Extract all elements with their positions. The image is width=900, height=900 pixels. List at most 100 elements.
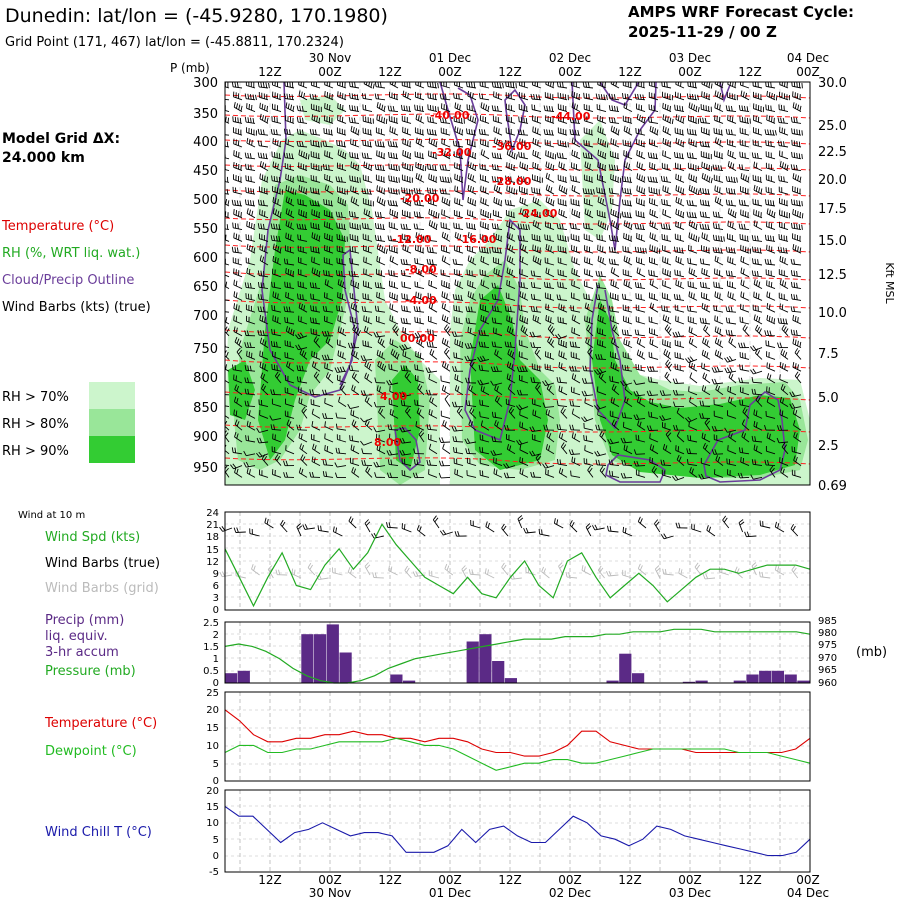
wind-barb	[688, 267, 698, 278]
wind-barb	[401, 174, 413, 183]
wind-barb	[571, 256, 581, 266]
wind-barb	[518, 351, 529, 360]
wind-barb	[506, 243, 516, 254]
wind-barb	[519, 138, 529, 148]
wind-barb	[556, 152, 568, 160]
wind-barb	[636, 349, 646, 360]
wind-barb	[389, 208, 399, 219]
wind-barb	[699, 258, 711, 266]
wind-barb	[623, 102, 633, 113]
wind-barb	[413, 199, 425, 207]
wind-barb	[702, 337, 711, 348]
hour-label: 00Z	[796, 65, 820, 79]
pressure-tick: 750	[193, 342, 218, 357]
pressure-tick-right: 970	[818, 653, 837, 664]
wind-barb	[701, 172, 713, 184]
wind-barb	[491, 246, 503, 254]
wind-barb	[777, 117, 789, 124]
wind-barb	[675, 221, 685, 231]
chill-tick: 15	[206, 802, 219, 813]
wind-barb	[311, 361, 321, 372]
wind-barb	[323, 269, 334, 278]
wind-barb	[530, 93, 542, 101]
wind-barb	[480, 255, 490, 266]
wind-barb	[596, 104, 607, 113]
wind-barb	[569, 341, 581, 349]
wind-barb	[388, 115, 399, 124]
wind-barb	[727, 114, 737, 124]
temp-label: 8.00	[374, 436, 401, 449]
temp-label: -32.00	[432, 146, 472, 159]
wind-barb	[790, 306, 802, 313]
wind-barb	[570, 198, 581, 207]
wind-barb	[295, 332, 308, 340]
wind-barb	[621, 211, 633, 219]
wind-barb	[336, 222, 347, 231]
wind-barb	[506, 361, 516, 372]
wind-barb	[764, 234, 776, 242]
wind-barb	[505, 103, 516, 113]
rh70-swatch	[89, 382, 135, 409]
wind-barb	[324, 315, 334, 325]
wind-barb	[545, 196, 555, 207]
wind-barb	[324, 103, 334, 113]
wind-barb	[491, 282, 503, 290]
wind-barb	[441, 196, 451, 207]
wind-barb	[545, 208, 555, 219]
wind-barb	[272, 315, 282, 325]
wind-tick: 9	[213, 569, 219, 580]
precip-bar	[746, 674, 759, 683]
wind-barb	[491, 305, 503, 313]
wind-barb	[324, 184, 334, 195]
wind-panel: Wind at 10 m Wind Spd (kts) Wind Barbs (…	[18, 508, 811, 616]
wind-barb	[283, 152, 295, 160]
wind-barb	[792, 173, 802, 183]
wind-barb	[259, 361, 269, 372]
precip-bar	[326, 624, 339, 683]
wind-barb	[283, 306, 295, 313]
wind-barb	[232, 127, 243, 136]
wind-barb	[570, 305, 581, 313]
wind-barb	[675, 173, 685, 183]
wind-barb	[792, 244, 802, 254]
wind-barb	[490, 366, 503, 373]
wind-barb	[415, 267, 425, 278]
wind-barb	[791, 139, 802, 148]
wind-barb	[792, 233, 802, 242]
wind-barb	[544, 292, 555, 301]
wind-barb	[609, 351, 620, 360]
wind-barb	[337, 196, 347, 207]
wind-barb	[794, 348, 802, 360]
wind-barb	[725, 317, 737, 325]
precip-bar	[390, 674, 403, 683]
wind-barb	[725, 306, 737, 313]
wind-chill-panel: Wind Chill T (°C) 20 15 10 5 0 -5	[45, 786, 811, 878]
wind-barb	[284, 316, 295, 325]
wind-barb	[766, 351, 776, 360]
wind-barb	[662, 209, 672, 219]
wind-barb	[662, 125, 672, 136]
legend-wind-barbs-true: Wind Barbs (true)	[45, 556, 160, 571]
wind-barb	[467, 90, 477, 101]
wind-barb	[534, 347, 542, 360]
wind-barb	[506, 315, 516, 325]
wind-barb	[480, 185, 490, 195]
wind-barb	[544, 257, 555, 266]
wind-barb	[597, 82, 607, 89]
wind-barb	[441, 209, 451, 219]
wind-y-ticks: 24 21 18 15 12 9 6 3 0	[206, 508, 219, 616]
wind-barb	[298, 185, 308, 195]
wind-barb	[392, 324, 400, 337]
wind-barb	[753, 184, 763, 195]
wind-barbs	[225, 82, 804, 481]
wind-barb	[245, 304, 256, 313]
wind-barb	[531, 174, 543, 183]
wind-barb	[700, 104, 712, 113]
wind-barb	[583, 222, 594, 231]
wind-barb	[350, 185, 360, 195]
wind-barb	[454, 162, 464, 172]
wind-barb	[649, 244, 661, 254]
wind-barb	[507, 348, 516, 360]
wind-barb	[426, 341, 438, 349]
wind-barb	[725, 199, 737, 207]
